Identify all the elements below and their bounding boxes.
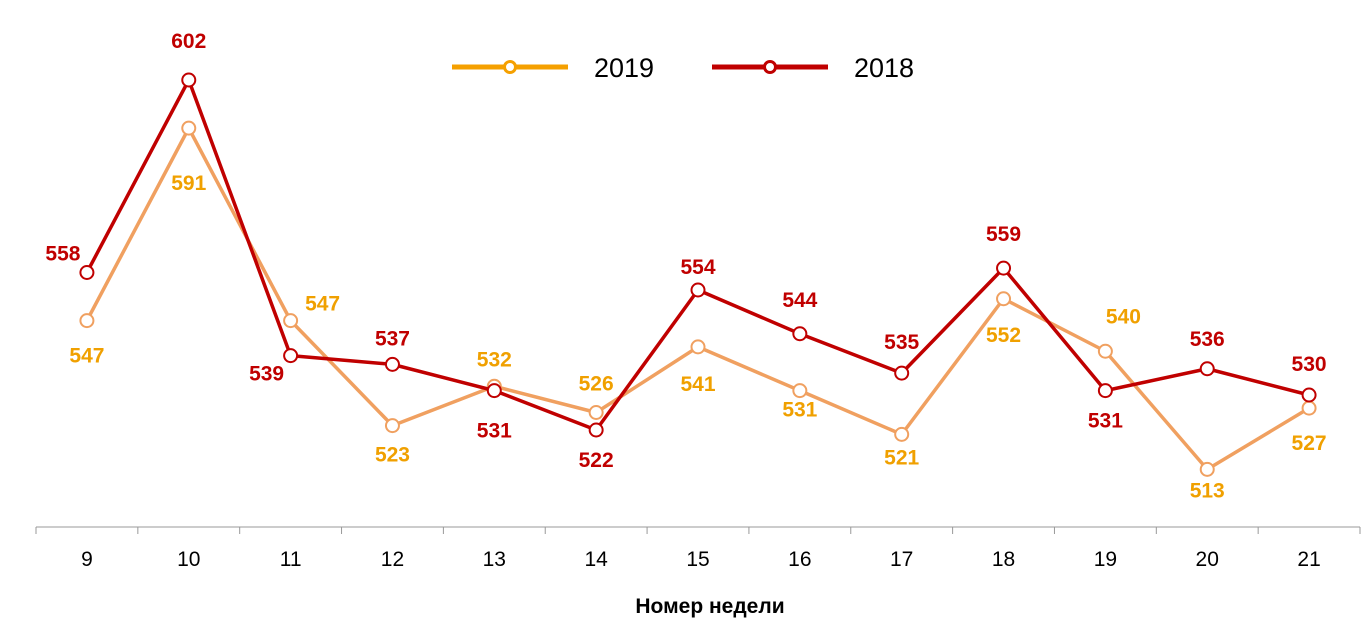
x-axis: 9 10 11 12 13 14 15 16 17 18 19 20 21: [35, 526, 1361, 571]
x-tick-label: 20: [1196, 548, 1219, 571]
legend-item-2019: 2019: [452, 53, 654, 83]
data-point: [486, 383, 502, 399]
x-axis-label: Номер недели: [635, 595, 784, 618]
data-point: [1199, 361, 1215, 377]
data-label: 513: [1190, 479, 1225, 502]
data-point: [181, 120, 197, 136]
data-point: [690, 282, 706, 298]
data-point: [792, 383, 808, 399]
legend-label: 2018: [854, 53, 914, 83]
data-label: 526: [579, 373, 614, 396]
data-point: [181, 72, 197, 88]
series-2018: 558 602 539 537 531 522 554 544 535 559 531 536 530: [45, 30, 1326, 472]
data-point: [588, 405, 604, 420]
data-point: [1199, 461, 1215, 477]
data-label: 544: [782, 289, 817, 312]
x-tick-label: 14: [584, 548, 608, 571]
data-point: [283, 348, 299, 364]
data-point: [283, 313, 299, 329]
data-point: [384, 418, 400, 434]
x-tick-label: 10: [177, 548, 200, 571]
data-point: [1301, 387, 1317, 403]
data-label: 530: [1292, 353, 1327, 376]
x-tick-label: 19: [1094, 548, 1117, 571]
data-label: 591: [171, 172, 206, 195]
data-point: [384, 356, 400, 372]
data-label: 537: [375, 327, 410, 350]
data-label: 539: [249, 363, 284, 386]
data-point: [894, 426, 910, 442]
data-point: [792, 326, 808, 342]
data-point: [1097, 383, 1113, 399]
data-label: 523: [375, 444, 410, 467]
data-point: [79, 313, 95, 329]
data-label: 531: [477, 420, 512, 443]
data-label: 541: [680, 373, 715, 396]
x-tick-label: 18: [992, 548, 1015, 571]
data-label: 531: [782, 399, 817, 422]
x-tick-label: 12: [381, 548, 404, 571]
x-tick-label: 21: [1297, 548, 1320, 571]
data-label: 532: [477, 348, 512, 371]
data-label: 547: [305, 293, 340, 316]
data-label: 536: [1190, 328, 1225, 351]
data-point: [690, 339, 706, 355]
x-tick-label: 16: [788, 548, 811, 571]
data-label: 558: [45, 243, 80, 266]
series-2019: 547 591 547 523 532 526 541 531 521 552 540 513 527: [69, 120, 1327, 502]
data-point: [894, 365, 910, 381]
legend-item-2018: 2018: [712, 53, 914, 83]
data-label: 602: [171, 30, 206, 53]
data-point: [588, 422, 604, 438]
x-tick-label: 13: [483, 548, 506, 571]
data-label: 522: [579, 449, 614, 472]
data-label: 527: [1292, 432, 1327, 455]
x-tick-label: 17: [890, 548, 913, 571]
data-label: 554: [680, 256, 715, 279]
legend-label: 2019: [594, 53, 654, 83]
data-point: [79, 265, 95, 280]
x-tick-label: 15: [686, 548, 709, 571]
data-label: 552: [986, 324, 1021, 347]
data-label: 535: [884, 331, 919, 354]
data-label: 521: [884, 446, 919, 469]
data-label: 559: [986, 223, 1021, 246]
x-tick-label: 9: [81, 548, 93, 571]
legend: 2019 2018: [452, 53, 914, 83]
x-tick-label: 11: [280, 548, 302, 571]
legend-marker: [763, 60, 777, 74]
data-point: [996, 260, 1012, 276]
data-label: 547: [69, 345, 104, 368]
data-point: [1301, 400, 1317, 416]
legend-marker: [503, 60, 517, 74]
data-point: [996, 291, 1012, 307]
data-point: [1097, 343, 1113, 359]
data-label: 531: [1088, 410, 1123, 433]
data-label: 540: [1106, 305, 1141, 328]
